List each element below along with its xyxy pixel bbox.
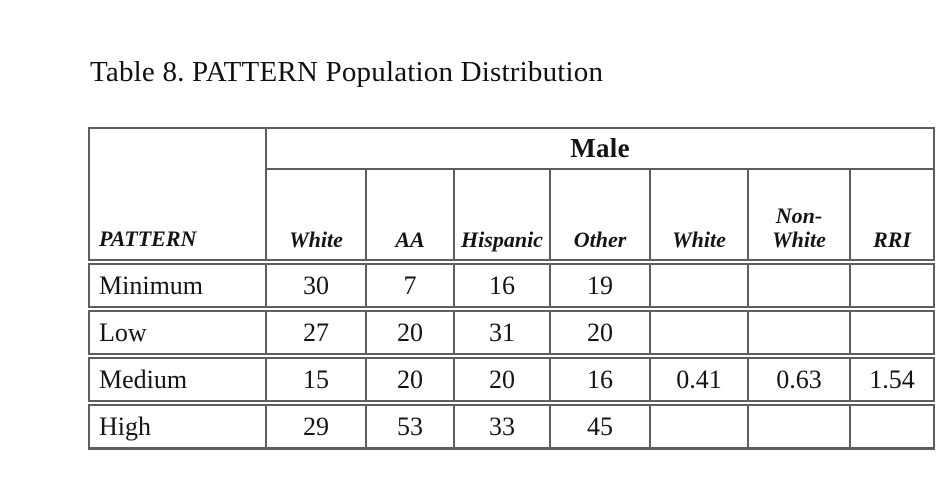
cell-minimum-rri (848, 259, 936, 310)
pattern-population-table: PATTERN Male White AA Hispanic Other Whi… (88, 127, 936, 450)
cell-medium-hispanic: 20 (453, 353, 551, 404)
table-row-minimum: Minimum 30 7 16 19 (88, 259, 936, 310)
cell-low-other: 20 (549, 306, 651, 357)
cell-high-rri (848, 400, 936, 450)
cell-low-white: 27 (265, 306, 367, 357)
group-header-row: PATTERN Male (88, 127, 936, 263)
col-header-non-white: Non- White (747, 168, 851, 263)
cell-low-rri (848, 306, 936, 357)
cell-low-hispanic: 31 (453, 306, 551, 357)
row-label-medium: Medium (88, 353, 267, 404)
cell-medium-white2: 0.41 (649, 353, 749, 404)
cell-high-aa: 53 (365, 400, 455, 450)
cell-medium-rri: 1.54 (848, 353, 936, 404)
cell-minimum-nonwhite (747, 259, 851, 310)
male-group-header: Male (264, 127, 936, 170)
col-header-white-2: White (649, 168, 749, 263)
cell-low-nonwhite (747, 306, 851, 357)
cell-minimum-hispanic: 16 (453, 259, 551, 310)
cell-minimum-white: 30 (265, 259, 367, 310)
row-label-high: High (88, 400, 267, 450)
col-header-aa: AA (365, 168, 455, 263)
cell-medium-other: 16 (549, 353, 651, 404)
cell-low-aa: 20 (365, 306, 455, 357)
cell-medium-aa: 20 (365, 353, 455, 404)
cell-high-other: 45 (549, 400, 651, 450)
table-row-high: High 29 53 33 45 (88, 400, 936, 450)
col-header-white-1: White (265, 168, 367, 263)
table-row-medium: Medium 15 20 20 16 0.41 0.63 1.54 (88, 353, 936, 404)
table-row-low: Low 27 20 31 20 (88, 306, 936, 357)
cell-high-nonwhite (747, 400, 851, 450)
row-label-minimum: Minimum (88, 259, 267, 310)
column-header-row: White AA Hispanic Other White Non- White… (89, 168, 936, 263)
col-header-other: Other (549, 168, 651, 263)
row-label-low: Low (88, 306, 267, 357)
col-header-rri: RRI (848, 168, 936, 263)
page-title: Table 8. PATTERN Population Distribution (90, 56, 604, 88)
cell-low-white2 (649, 306, 749, 357)
cell-minimum-aa: 7 (365, 259, 455, 310)
cell-minimum-other: 19 (549, 259, 651, 310)
cell-medium-nonwhite: 0.63 (747, 353, 851, 404)
pattern-column-header: PATTERN (88, 127, 267, 263)
cell-high-white2 (649, 400, 749, 450)
cell-medium-white: 15 (265, 353, 367, 404)
cell-minimum-white2 (649, 259, 749, 310)
cell-high-hispanic: 33 (453, 400, 551, 450)
col-header-hispanic: Hispanic (453, 168, 551, 263)
cell-high-white: 29 (265, 400, 367, 450)
